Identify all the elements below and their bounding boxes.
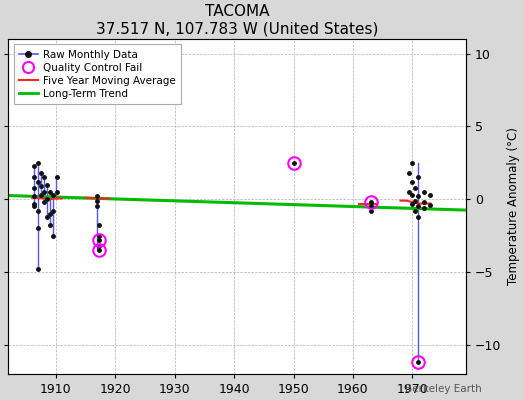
Y-axis label: Temperature Anomaly (°C): Temperature Anomaly (°C): [507, 128, 520, 286]
Text: Berkeley Earth: Berkeley Earth: [406, 384, 482, 394]
Legend: Raw Monthly Data, Quality Control Fail, Five Year Moving Average, Long-Term Tren: Raw Monthly Data, Quality Control Fail, …: [14, 44, 181, 104]
Title: TACOMA
37.517 N, 107.783 W (United States): TACOMA 37.517 N, 107.783 W (United State…: [96, 4, 378, 36]
